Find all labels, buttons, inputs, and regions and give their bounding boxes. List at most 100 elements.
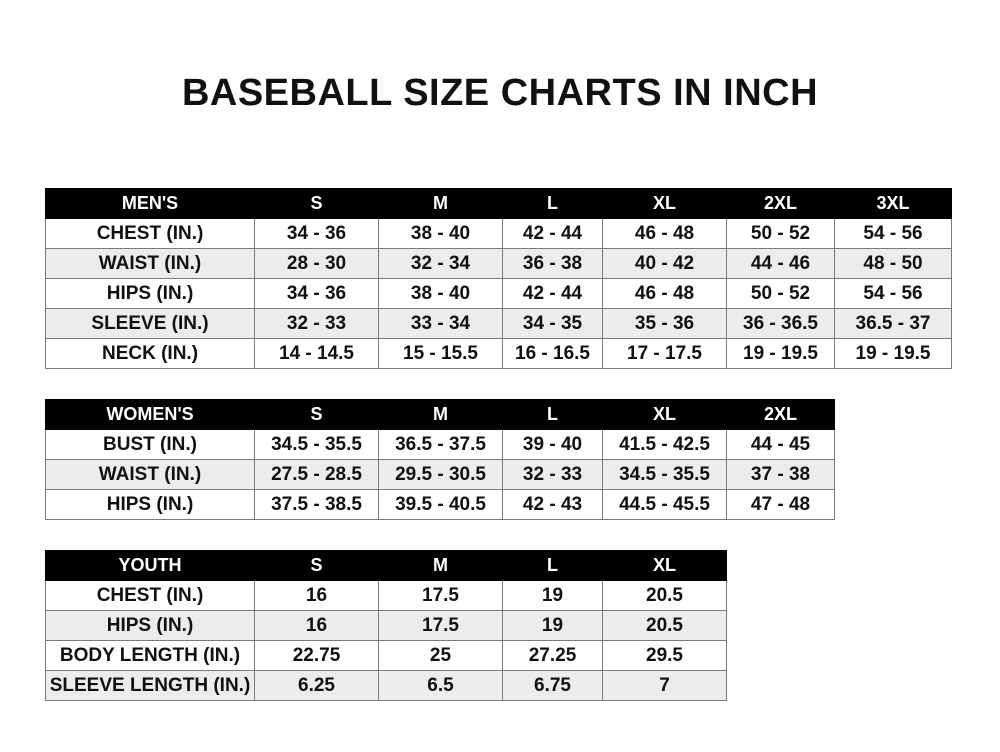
measurement-value: 54 - 56 bbox=[834, 278, 952, 309]
table-row: HIPS (IN.) 16 17.5 19 20.5 bbox=[45, 610, 727, 641]
size-header: 2XL bbox=[726, 188, 835, 219]
measurement-value: 27.5 - 28.5 bbox=[254, 459, 379, 490]
measurement-value: 16 bbox=[254, 610, 379, 641]
size-header: XL bbox=[602, 188, 727, 219]
measurement-value: 6.25 bbox=[254, 670, 379, 701]
measurement-value: 41.5 - 42.5 bbox=[602, 429, 727, 460]
header-row: MEN'S S M L XL 2XL 3XL bbox=[45, 188, 952, 219]
table-row: BUST (IN.) 34.5 - 35.5 36.5 - 37.5 39 - 40 4… bbox=[45, 429, 835, 460]
table-row: SLEEVE (IN.) 32 - 33 33 - 34 34 - 35 35 - 36… bbox=[45, 308, 952, 339]
measurement-value: 32 - 33 bbox=[254, 308, 379, 339]
size-header: S bbox=[254, 399, 379, 430]
measurement-value: 17.5 bbox=[378, 610, 503, 641]
measurement-value: 19 - 19.5 bbox=[726, 338, 835, 369]
measurement-value: 16 - 16.5 bbox=[502, 338, 603, 369]
measurement-value: 44 - 46 bbox=[726, 248, 835, 279]
category-header: WOMEN'S bbox=[45, 399, 255, 430]
measurement-value: 17.5 bbox=[378, 580, 503, 611]
size-header: L bbox=[502, 188, 603, 219]
measurement-value: 15 - 15.5 bbox=[378, 338, 503, 369]
measurement-value: 22.75 bbox=[254, 640, 379, 671]
table-row: HIPS (IN.) 34 - 36 38 - 40 42 - 44 46 - 48 50… bbox=[45, 278, 952, 309]
measurement-value: 19 bbox=[502, 610, 603, 641]
measurement-value: 34 - 36 bbox=[254, 218, 379, 249]
table-row: CHEST (IN.) 16 17.5 19 20.5 bbox=[45, 580, 727, 611]
measurement-value: 37 - 38 bbox=[726, 459, 835, 490]
table-row: WAIST (IN.) 28 - 30 32 - 34 36 - 38 40 - 42 4… bbox=[45, 248, 952, 279]
measurement-value: 47 - 48 bbox=[726, 489, 835, 520]
womens-size-table: WOMEN'S S M L XL 2XL BUST (IN.) 34.5 - 35.5 36.5… bbox=[45, 399, 835, 520]
measurement-value: 32 - 34 bbox=[378, 248, 503, 279]
measurement-value: 46 - 48 bbox=[602, 278, 727, 309]
table-row: WAIST (IN.) 27.5 - 28.5 29.5 - 30.5 32 - 33… bbox=[45, 459, 835, 490]
measurement-value: 16 bbox=[254, 580, 379, 611]
table-row: SLEEVE LENGTH (IN.) 6.25 6.5 6.75 7 bbox=[45, 670, 727, 701]
measurement-value: 42 - 44 bbox=[502, 218, 603, 249]
size-header: S bbox=[254, 550, 379, 581]
mens-size-table: MEN'S S M L XL 2XL 3XL CHEST (IN.) 34 - 36 38 - 4… bbox=[45, 188, 952, 369]
size-header: S bbox=[254, 188, 379, 219]
measurement-value: 25 bbox=[378, 640, 503, 671]
measurement-label: BUST (IN.) bbox=[45, 429, 255, 460]
measurement-value: 38 - 40 bbox=[378, 278, 503, 309]
measurement-label: CHEST (IN.) bbox=[45, 218, 255, 249]
measurement-value: 54 - 56 bbox=[834, 218, 952, 249]
measurement-value: 35 - 36 bbox=[602, 308, 727, 339]
measurement-value: 19 - 19.5 bbox=[834, 338, 952, 369]
category-header: YOUTH bbox=[45, 550, 255, 581]
measurement-value: 36.5 - 37.5 bbox=[378, 429, 503, 460]
measurement-value: 34.5 - 35.5 bbox=[602, 459, 727, 490]
page-title: BASEBALL SIZE CHARTS IN INCH bbox=[181, 72, 819, 114]
measurement-value: 28 - 30 bbox=[254, 248, 379, 279]
measurement-value: 48 - 50 bbox=[834, 248, 952, 279]
measurement-value: 34 - 35 bbox=[502, 308, 603, 339]
measurement-value: 40 - 42 bbox=[602, 248, 727, 279]
measurement-value: 20.5 bbox=[602, 610, 727, 641]
measurement-label: NECK (IN.) bbox=[45, 338, 255, 369]
size-header: 3XL bbox=[834, 188, 952, 219]
measurement-label: SLEEVE (IN.) bbox=[45, 308, 255, 339]
measurement-label: HIPS (IN.) bbox=[45, 610, 255, 641]
size-header: L bbox=[502, 550, 603, 581]
measurement-value: 39 - 40 bbox=[502, 429, 603, 460]
size-header: M bbox=[378, 399, 503, 430]
measurement-label: BODY LENGTH (IN.) bbox=[45, 640, 255, 671]
measurement-value: 42 - 43 bbox=[502, 489, 603, 520]
measurement-value: 29.5 bbox=[602, 640, 727, 671]
category-header: MEN'S bbox=[45, 188, 255, 219]
measurement-value: 44.5 - 45.5 bbox=[602, 489, 727, 520]
table-row: CHEST (IN.) 34 - 36 38 - 40 42 - 44 46 - 48 5… bbox=[45, 218, 952, 249]
table-row: HIPS (IN.) 37.5 - 38.5 39.5 - 40.5 42 - 43 4… bbox=[45, 489, 835, 520]
measurement-value: 46 - 48 bbox=[602, 218, 727, 249]
size-header: XL bbox=[602, 399, 727, 430]
measurement-value: 36.5 - 37 bbox=[834, 308, 952, 339]
measurement-value: 29.5 - 30.5 bbox=[378, 459, 503, 490]
measurement-value: 17 - 17.5 bbox=[602, 338, 727, 369]
measurement-label: HIPS (IN.) bbox=[45, 278, 255, 309]
measurement-value: 36 - 38 bbox=[502, 248, 603, 279]
measurement-value: 19 bbox=[502, 580, 603, 611]
measurement-value: 50 - 52 bbox=[726, 278, 835, 309]
measurement-value: 37.5 - 38.5 bbox=[254, 489, 379, 520]
measurement-label: WAIST (IN.) bbox=[45, 248, 255, 279]
measurement-value: 34.5 - 35.5 bbox=[254, 429, 379, 460]
youth-size-table: YOUTH S M L XL CHEST (IN.) 16 17.5 19 20.5 HIPS (I… bbox=[45, 550, 727, 701]
measurement-value: 44 - 45 bbox=[726, 429, 835, 460]
measurement-value: 20.5 bbox=[602, 580, 727, 611]
measurement-value: 38 - 40 bbox=[378, 218, 503, 249]
measurement-value: 27.25 bbox=[502, 640, 603, 671]
measurement-label: HIPS (IN.) bbox=[45, 489, 255, 520]
measurement-value: 50 - 52 bbox=[726, 218, 835, 249]
measurement-value: 32 - 33 bbox=[502, 459, 603, 490]
table-row: BODY LENGTH (IN.) 22.75 25 27.25 29.5 bbox=[45, 640, 727, 671]
measurement-value: 7 bbox=[602, 670, 727, 701]
measurement-label: SLEEVE LENGTH (IN.) bbox=[45, 670, 255, 701]
size-header: L bbox=[502, 399, 603, 430]
header-row: WOMEN'S S M L XL 2XL bbox=[45, 399, 835, 430]
size-header: M bbox=[378, 550, 503, 581]
size-header: M bbox=[378, 188, 503, 219]
measurement-value: 36 - 36.5 bbox=[726, 308, 835, 339]
measurement-value: 42 - 44 bbox=[502, 278, 603, 309]
measurement-value: 14 - 14.5 bbox=[254, 338, 379, 369]
measurement-value: 39.5 - 40.5 bbox=[378, 489, 503, 520]
